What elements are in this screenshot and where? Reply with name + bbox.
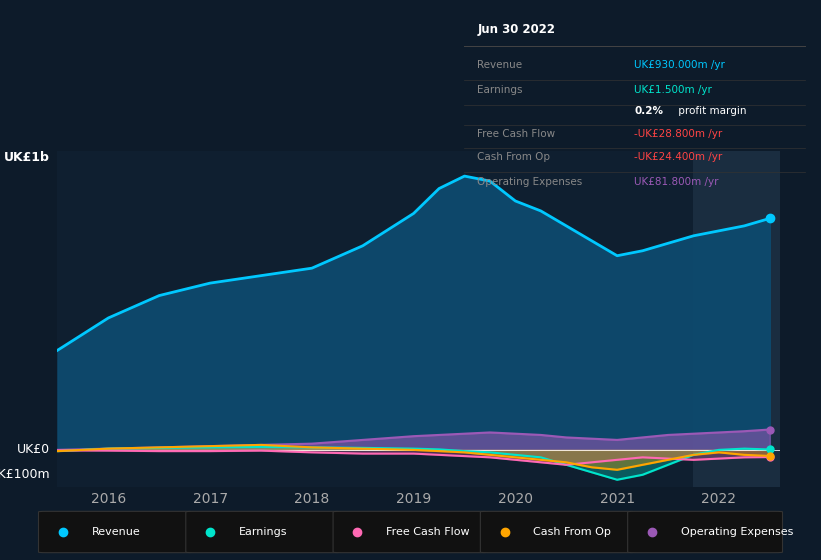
Text: Free Cash Flow: Free Cash Flow (478, 129, 556, 139)
Text: profit margin: profit margin (675, 106, 746, 116)
Text: UK£930.000m /yr: UK£930.000m /yr (635, 60, 725, 71)
Text: Jun 30 2022: Jun 30 2022 (478, 23, 556, 36)
Text: Cash From Op: Cash From Op (478, 152, 551, 162)
Text: Operating Expenses: Operating Expenses (681, 527, 793, 537)
Text: -UK£24.400m /yr: -UK£24.400m /yr (635, 152, 722, 162)
Text: Operating Expenses: Operating Expenses (478, 177, 583, 187)
FancyBboxPatch shape (480, 511, 635, 553)
Text: Cash From Op: Cash From Op (534, 527, 611, 537)
Text: -UK£28.800m /yr: -UK£28.800m /yr (635, 129, 722, 139)
Text: UK£0: UK£0 (17, 444, 50, 456)
Text: 0.2%: 0.2% (635, 106, 663, 116)
Text: -UK£100m: -UK£100m (0, 468, 50, 481)
Text: Earnings: Earnings (478, 86, 523, 95)
Bar (694, 151, 780, 487)
Text: Earnings: Earnings (239, 527, 287, 537)
Text: Revenue: Revenue (478, 60, 523, 71)
FancyBboxPatch shape (333, 511, 488, 553)
Text: Revenue: Revenue (91, 527, 140, 537)
Text: Free Cash Flow: Free Cash Flow (386, 527, 470, 537)
FancyBboxPatch shape (186, 511, 341, 553)
Text: UK£81.800m /yr: UK£81.800m /yr (635, 177, 718, 187)
FancyBboxPatch shape (39, 511, 193, 553)
FancyBboxPatch shape (628, 511, 782, 553)
Text: UK£1.500m /yr: UK£1.500m /yr (635, 86, 712, 95)
Text: UK£1b: UK£1b (4, 151, 50, 164)
